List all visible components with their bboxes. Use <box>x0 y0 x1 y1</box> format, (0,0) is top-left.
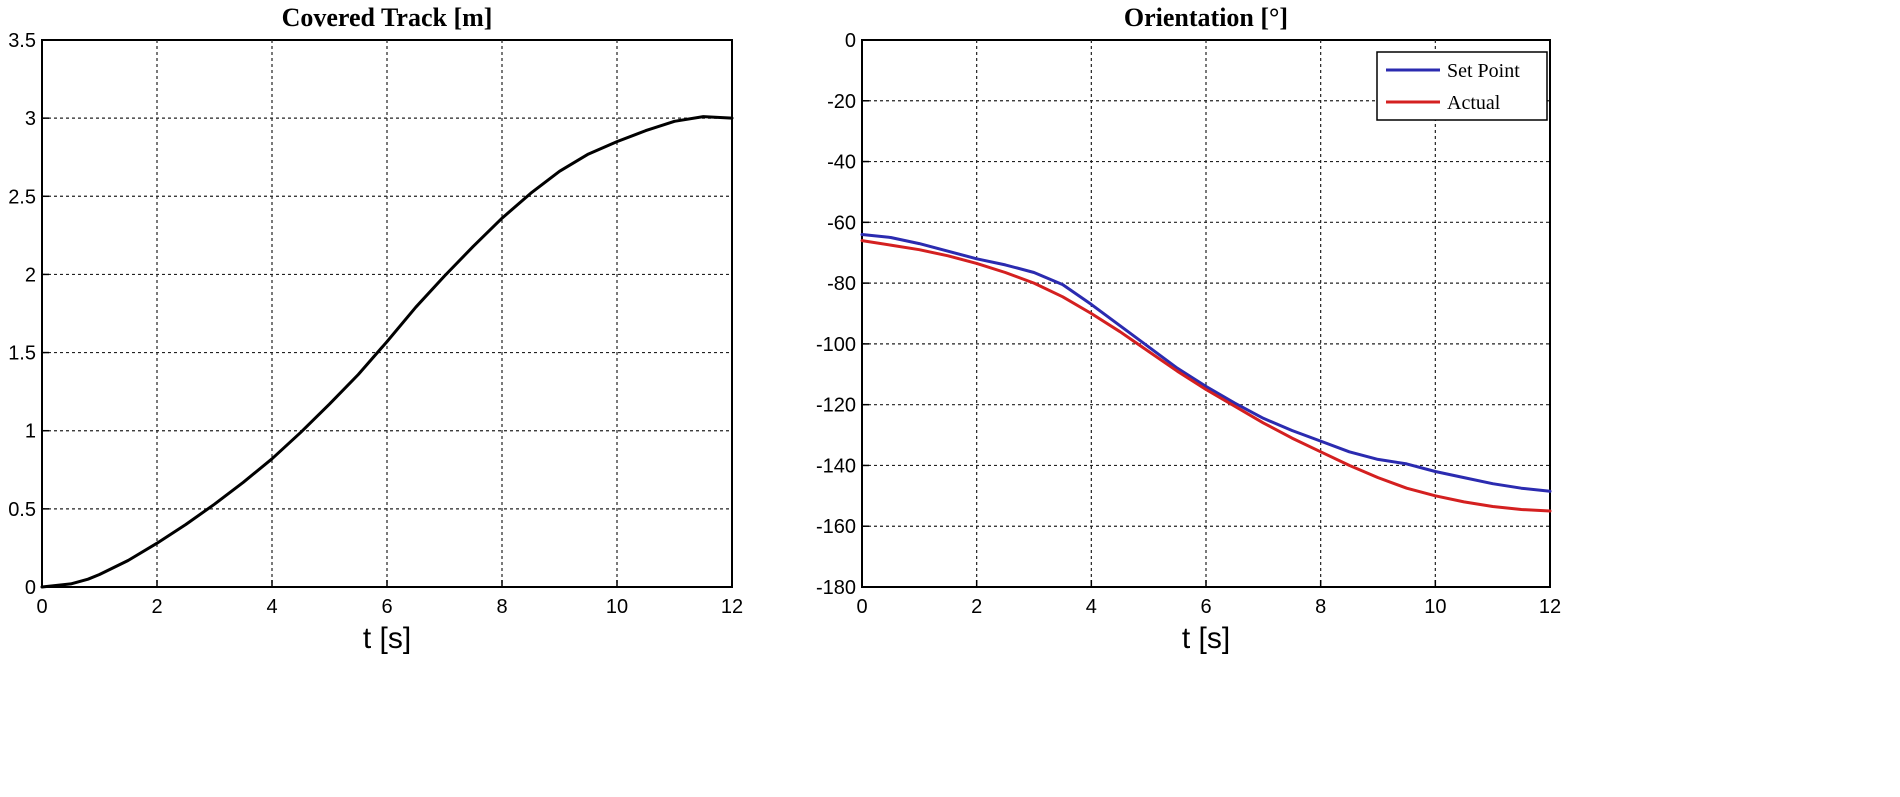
orientation-ytick-label: -100 <box>816 334 856 356</box>
orientation-ticks: 0 2 4 6 8 10 12 0 -20 -40 -60 -80 -100 -120 -140 -160 -1… <box>816 30 1561 618</box>
orientation-xtick-label: 4 <box>1086 596 1097 618</box>
covered-track-plot: 0 2 4 6 8 10 12 0 0.5 1 1.5 2 2.5 3 3.5 Covered Track … <box>8 3 743 655</box>
orientation-ytick-label: -140 <box>816 455 856 477</box>
covered-track-xtick-label: 2 <box>151 596 162 618</box>
covered-track-xtick-label: 8 <box>496 596 507 618</box>
orientation-xtick-label: 8 <box>1315 596 1326 618</box>
covered-track-ytick-label: 0 <box>25 577 36 599</box>
covered-track-ytick-label: 3.5 <box>8 30 36 52</box>
orientation-xtick-label: 10 <box>1424 596 1446 618</box>
orientation-ytick-label: 0 <box>845 30 856 52</box>
covered-track-ytick-label: 3 <box>25 108 36 130</box>
orientation-ytick-label: -80 <box>827 273 856 295</box>
covered-track-xlabel: t [s] <box>363 622 411 655</box>
covered-track-grid <box>42 40 732 587</box>
covered-track-ytick-label: 0.5 <box>8 499 36 521</box>
covered-track-xtick-label: 4 <box>266 596 277 618</box>
orientation-ytick-label: -40 <box>827 152 856 174</box>
orientation-xlabel: t [s] <box>1182 622 1230 655</box>
orientation-xtick-label: 6 <box>1200 596 1211 618</box>
orientation-ytick-label: -120 <box>816 395 856 417</box>
orientation-series-actual <box>860 239 1552 513</box>
orientation-grid <box>862 40 1550 587</box>
orientation-legend: Set Point Actual <box>1376 51 1548 121</box>
covered-track-ytick-label: 2 <box>25 264 36 286</box>
orientation-ytick-label: -160 <box>816 516 856 538</box>
covered-track-xtick-label: 6 <box>381 596 392 618</box>
covered-track-series-covered-track <box>40 115 734 589</box>
covered-track-ytick-label: 1 <box>25 421 36 443</box>
orientation-series <box>860 233 1552 513</box>
orientation-title: Orientation [°] <box>1124 3 1288 32</box>
orientation-xtick-label: 0 <box>856 596 867 618</box>
covered-track-series <box>40 115 734 589</box>
orientation-xtick-label: 2 <box>971 596 982 618</box>
legend-label-actual: Actual <box>1447 92 1501 114</box>
legend-label-set-point: Set Point <box>1447 60 1520 82</box>
orientation-ytick-label: -20 <box>827 91 856 113</box>
covered-track-title: Covered Track [m] <box>282 3 493 32</box>
legend-box <box>1376 51 1548 121</box>
covered-track-xtick-label: 12 <box>721 596 743 618</box>
orientation-ytick-label: -180 <box>816 577 856 599</box>
covered-track-ytick-label: 1.5 <box>8 343 36 365</box>
covered-track-xtick-label: 0 <box>36 596 47 618</box>
covered-track-xtick-label: 10 <box>606 596 628 618</box>
orientation-ytick-label: -60 <box>827 212 856 234</box>
covered-track-ytick-label: 2.5 <box>8 186 36 208</box>
orientation-plot: 0 2 4 6 8 10 12 0 -20 -40 -60 -80 -100 -120 -140 -160 -1… <box>816 3 1561 655</box>
orientation-series-set-point <box>860 233 1552 493</box>
orientation-xtick-label: 12 <box>1539 596 1561 618</box>
